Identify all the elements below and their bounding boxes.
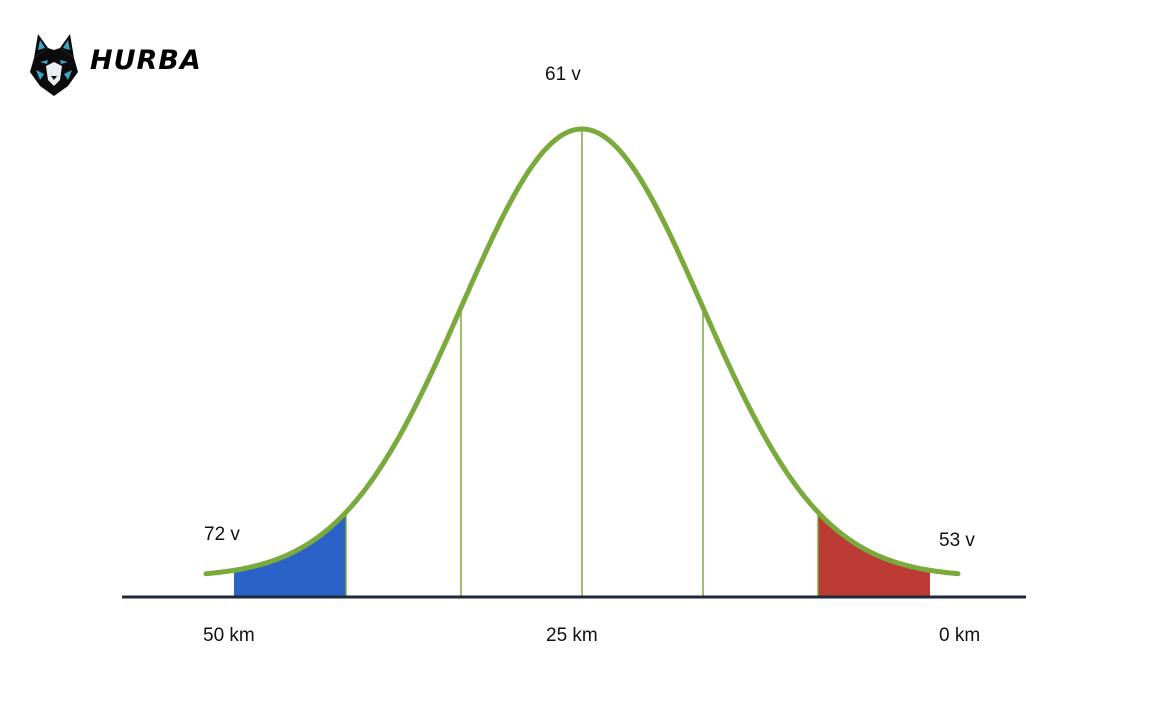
right-tail-label: 53 v xyxy=(939,530,975,551)
x-label-left: 50 km xyxy=(203,625,255,646)
left-tail-label: 72 v xyxy=(204,524,240,545)
x-label-center: 25 km xyxy=(546,625,598,646)
peak-label: 61 v xyxy=(545,64,581,85)
bell-curve xyxy=(203,126,961,577)
wolf-head-icon xyxy=(30,34,78,96)
brand-wordmark: HURBA xyxy=(90,45,202,76)
x-label-right: 0 km xyxy=(939,625,981,646)
